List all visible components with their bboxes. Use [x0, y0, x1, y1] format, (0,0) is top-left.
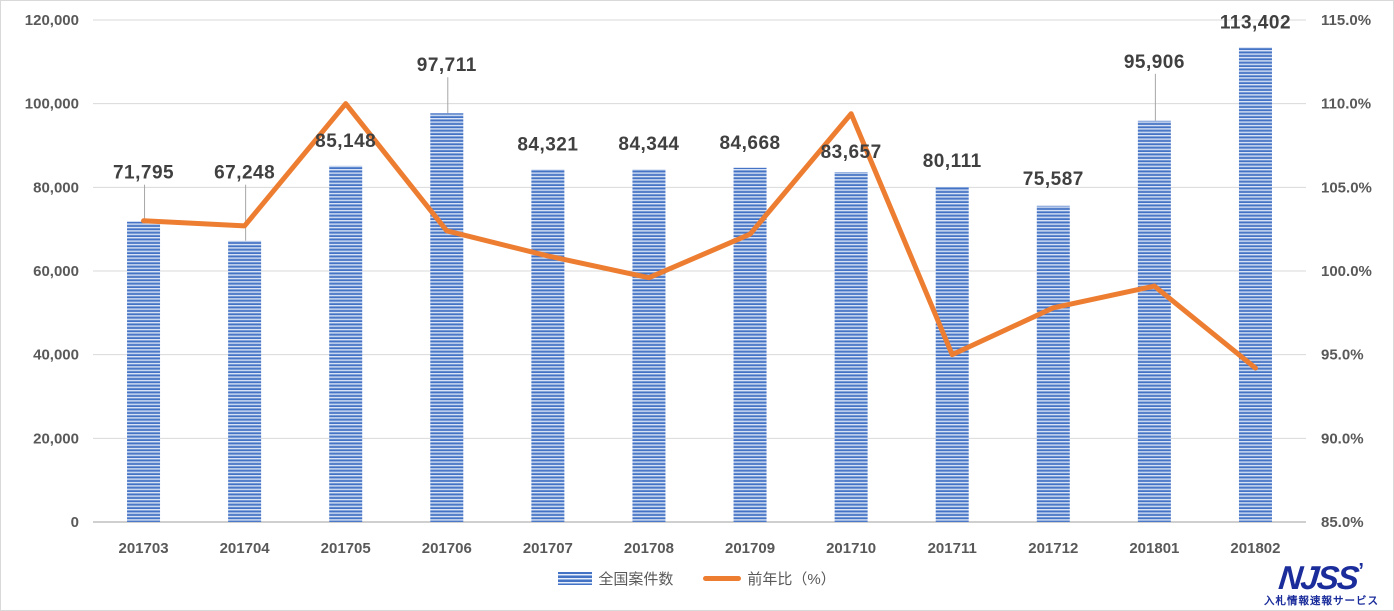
x-axis-tick-label: 201707	[523, 540, 573, 557]
right-axis-tick-label: 90.0%	[1321, 430, 1364, 447]
right-axis-tick-label: 110.0%	[1321, 96, 1371, 113]
x-axis-tick-label: 201711	[928, 540, 977, 557]
x-axis-tick-label: 201802	[1230, 540, 1280, 557]
x-axis-tick-label: 201801	[1129, 540, 1179, 557]
x-axis-tick-label: 201704	[220, 540, 271, 557]
left-axis-tick-label: 40,000	[33, 347, 79, 364]
legend-label-line-series: 前年比（%）	[747, 571, 836, 588]
left-axis-tick-label: 120,000	[25, 12, 79, 29]
right-axis-tick-label: 100.0%	[1321, 263, 1372, 280]
bar-201705	[329, 165, 363, 522]
njss-logo: NJSS’ 入札情報速報サービス	[1264, 558, 1379, 607]
bar-201709	[733, 167, 767, 522]
bar-data-label: 95,906	[1124, 52, 1185, 73]
bar-data-label: 75,587	[1023, 169, 1084, 190]
x-axis-tick-label: 201710	[826, 540, 876, 557]
legend-item-line-series: 前年比（%）	[703, 568, 836, 589]
bar-data-label: 85,148	[315, 131, 376, 152]
bar-data-label: 71,795	[113, 163, 174, 184]
left-axis-tick-label: 60,000	[33, 263, 79, 280]
bar-data-label: 84,321	[517, 134, 578, 155]
left-axis-tick-label: 100,000	[25, 96, 79, 113]
bar-data-label: 84,668	[719, 133, 780, 154]
right-axis-tick-label: 115.0%	[1321, 12, 1371, 29]
yoy-percent-line	[141, 101, 1258, 371]
bar-201712	[1036, 205, 1070, 523]
left-axis-tick-label: 20,000	[33, 430, 79, 447]
right-axis-tick-label: 105.0%	[1321, 179, 1372, 196]
right-axis-tick-label: 85.0%	[1321, 514, 1364, 531]
chart-legend: 全国案件数 前年比（%）	[1, 568, 1393, 589]
bar-data-label: 80,111	[923, 151, 982, 172]
bar-201710	[834, 172, 868, 522]
bar-data-label: 67,248	[214, 163, 275, 184]
left-axis-tick-label: 80,000	[33, 179, 79, 196]
x-axis-tick-label: 201712	[1028, 540, 1078, 557]
njss-logo-apostrophe: ’	[1358, 559, 1364, 582]
legend-label-bar-series: 全国案件数	[598, 571, 674, 588]
x-axis-tick-label: 201709	[725, 540, 775, 557]
njss-logo-brand: NJSS	[1277, 558, 1360, 596]
line-series-swatch-icon	[703, 576, 742, 581]
bar-201802	[1238, 47, 1272, 523]
bar-201707	[531, 169, 565, 523]
bar-201706	[430, 113, 464, 523]
njss-logo-tagline: 入札情報速報サービス	[1264, 594, 1379, 607]
x-axis-tick-label: 201706	[422, 540, 472, 557]
x-axis-tick-label: 201705	[321, 540, 371, 557]
bar-data-label: 97,711	[417, 55, 477, 76]
x-axis-tick-label: 201703	[119, 540, 169, 557]
bar-data-label: 113,402	[1220, 13, 1291, 34]
bar-201708	[632, 169, 666, 522]
legend-item-bar-series: 全国案件数	[558, 568, 673, 589]
bar-201704	[228, 240, 262, 522]
bar-data-label: 84,344	[618, 134, 679, 155]
bar-201703	[127, 221, 161, 522]
left-axis-tick-label: 0	[71, 514, 79, 531]
bar-data-label: 83,657	[821, 142, 882, 163]
right-axis-tick-label: 95.0%	[1321, 347, 1364, 364]
bar-201801	[1137, 120, 1171, 522]
bar-series-swatch-icon	[558, 572, 593, 585]
x-axis-tick-label: 201708	[624, 540, 674, 557]
